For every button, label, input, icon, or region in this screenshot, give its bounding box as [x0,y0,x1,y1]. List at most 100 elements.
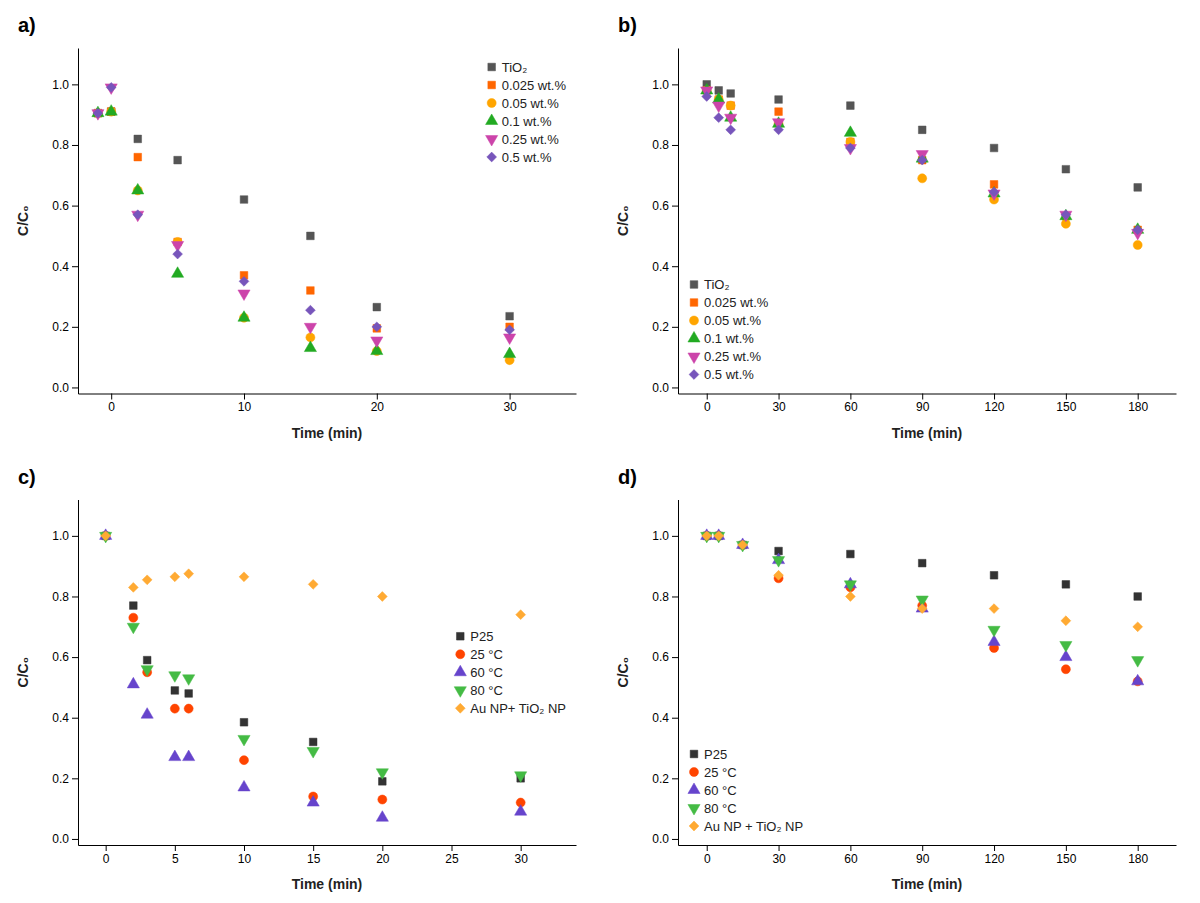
y-tick: 0.0 [652,381,678,395]
point [141,666,153,677]
x-axis-line [79,845,577,846]
point [376,811,388,822]
y-tick-label: 0.0 [652,381,669,395]
point [173,249,183,259]
point [504,334,516,345]
y-tick: 0.0 [652,832,678,846]
chart-figure: 01020300.00.20.40.60.81.0Time (min)C/C₀a… [0,0,1200,903]
point [306,305,316,315]
y-tick: 0.6 [652,199,678,213]
x-tick-label: 0 [108,400,115,414]
point [990,571,998,579]
marks [701,81,1144,250]
legend-label: 80 °C [470,683,503,698]
x-axis-title: Time (min) [892,425,963,441]
legend-item: 60 °C [454,665,503,680]
y-tick-mark [72,718,78,719]
y-tick-mark [72,839,78,840]
legend-symbol [688,783,700,794]
panel-title: b) [618,14,637,36]
x-tick: 10 [238,845,252,866]
point [845,592,855,602]
series [701,87,1144,240]
series [93,83,514,335]
legend-label: 80 °C [704,801,737,816]
x-tick-label: 180 [1128,400,1148,414]
marks [701,529,1144,686]
x-axis: 051015202530 [79,845,577,866]
y-axis-title: C/C₀ [15,657,31,687]
marks [92,83,516,365]
point [238,735,250,746]
point [1133,622,1143,632]
x-tick: 30 [514,845,528,866]
point [183,675,195,686]
legend-symbol [456,632,464,640]
point [515,772,527,783]
x-tick-mark [1066,394,1067,400]
legend-item: TiO₂ [488,60,527,75]
point [106,83,116,93]
legend-item: 0.025 wt.% [488,78,567,93]
panel: 01020300.00.20.40.60.81.0Time (min)C/C₀a… [15,14,577,441]
legend-item: 25 °C [456,647,503,662]
y-tick-label: 0.0 [52,832,69,846]
x-tick: 120 [985,845,1005,866]
point [515,805,527,816]
panel: 03060901201501800.00.20.40.60.81.0Time (… [615,14,1177,441]
point [133,210,143,220]
point [847,550,855,558]
legend-symbol [454,687,466,698]
y-tick: 0.2 [52,772,78,786]
series [92,105,516,358]
point [989,604,999,614]
point [725,114,737,125]
x-axis: 0102030 [79,394,577,415]
point [917,155,927,165]
point [726,101,735,110]
x-tick-mark [382,845,383,851]
x-tick-mark [244,845,245,851]
point [373,303,381,311]
legend-label: 0.1 wt.% [502,114,552,129]
series [702,531,1142,686]
x-axis-line [79,394,577,395]
series [703,81,1142,192]
legend-symbol [488,81,496,89]
y-tick-label: 1.0 [652,78,669,92]
x-tick-mark [850,394,851,400]
point [702,531,712,541]
legend-symbol [487,98,496,107]
point [238,290,250,301]
x-tick: 25 [445,845,459,866]
x-tick-mark [850,845,851,851]
point [240,718,248,726]
point [1133,240,1142,249]
point [105,105,117,116]
legend-item: 0.1 wt.% [486,114,552,129]
point [1133,225,1143,235]
x-tick-label: 120 [985,852,1005,866]
point [714,531,724,541]
point [772,557,784,568]
point [101,531,111,541]
y-tick: 0.2 [652,772,678,786]
x-tick: 20 [371,394,385,415]
y-axis-line [78,49,79,395]
legend-symbol [688,804,700,815]
y-tick-mark [72,206,78,207]
point [516,610,526,620]
y-tick-label: 0.0 [52,381,69,395]
point [129,613,138,622]
series [701,83,1144,233]
x-tick-label: 90 [916,852,930,866]
y-tick-label: 1.0 [52,78,69,92]
y-tick-label: 0.2 [52,320,69,334]
point [304,323,316,334]
legend-label: 0.025 wt.% [704,295,769,310]
x-tick: 180 [1128,845,1148,866]
point [775,96,783,104]
y-tick: 1.0 [52,529,78,543]
y-tick-label: 0.4 [52,711,69,725]
series [102,532,525,785]
